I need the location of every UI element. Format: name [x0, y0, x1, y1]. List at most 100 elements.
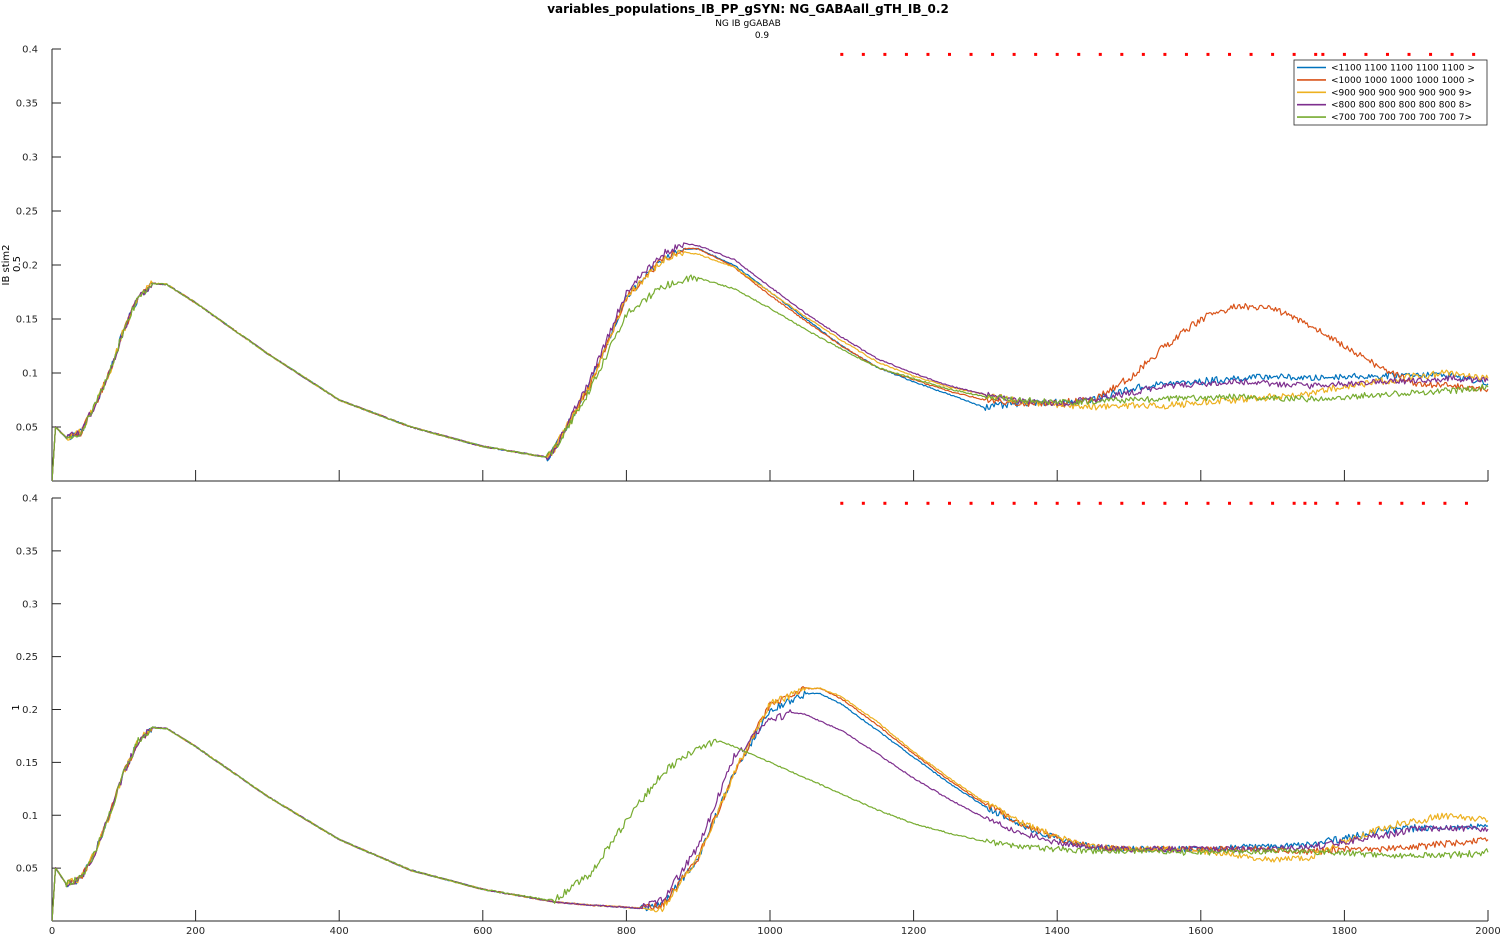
x-tick-label: 200: [186, 926, 205, 937]
spike-marker: [991, 52, 995, 56]
spike-marker: [861, 501, 865, 505]
spike-marker: [1098, 501, 1102, 505]
spike-marker: [1012, 52, 1016, 56]
spike-marker: [1472, 52, 1476, 56]
spike-marker: [1292, 501, 1296, 505]
series-line-2: [52, 249, 1489, 481]
spike-marker: [840, 501, 844, 505]
bottom-panel: 0.05 0.1 0.15 0.2 0.25 0.3 0.35 0.4 0 200 400 600 80…: [11, 494, 1500, 938]
y-tick-label: 0.2: [22, 261, 38, 272]
spike-marker: [1055, 52, 1059, 56]
figure-title: variables_populations_IB_PP_gSYN: NG_GAB…: [547, 2, 949, 17]
spike-marker: [1141, 501, 1145, 505]
y-tick-label: 0.3: [22, 599, 38, 610]
series-line-4: [52, 726, 1489, 921]
spike-marker: [1098, 52, 1102, 56]
spike-marker: [904, 501, 908, 505]
spike-marker: [1314, 52, 1318, 56]
spike-marker: [1184, 501, 1188, 505]
y-tick-label: 0.35: [16, 99, 38, 110]
spike-marker: [948, 52, 951, 56]
series-line-0: [52, 247, 1489, 481]
y-tick-label: 0.15: [16, 315, 38, 326]
y-tick-label: 0.35: [16, 546, 38, 557]
y-tick-label: 0.1: [22, 811, 38, 822]
spike-marker: [1206, 501, 1210, 505]
spike-marker: [1400, 501, 1404, 505]
series-group: [52, 242, 1489, 481]
spike-marker: [1034, 52, 1038, 56]
spike-marker: [1321, 52, 1325, 56]
x-tick-label: 1800: [1332, 926, 1357, 937]
spike-marker: [1335, 501, 1339, 505]
spike-marker: [861, 52, 865, 56]
x-tick-label: 400: [330, 926, 349, 937]
series-line-1: [52, 685, 1489, 921]
spike-marker: [904, 52, 908, 56]
series-line-0: [52, 690, 1489, 921]
legend-entry-label: <900 900 900 900 900 900 9>: [1331, 88, 1472, 98]
y-axis-label-line2: 1: [11, 704, 22, 710]
top-panel: 0.05 0.1 0.15 0.2 0.25 0.3 0.35 0.4 IB stim2 0.5 <…: [1, 45, 1489, 482]
spike-marker: [1464, 501, 1468, 505]
spike-marker: [1303, 501, 1307, 505]
spike-marker: [948, 501, 951, 505]
legend-entry-label: <700 700 700 700 700 700 7>: [1331, 113, 1472, 123]
y-tick-label: 0.25: [16, 652, 38, 663]
spike-marker: [1120, 501, 1124, 505]
series-line-1: [52, 247, 1489, 481]
x-tick-label: 1200: [901, 926, 926, 937]
spike-marker: [1342, 52, 1346, 56]
spike-marker: [883, 52, 887, 56]
spike-marker: [1228, 501, 1232, 505]
spike-marker: [1228, 52, 1232, 56]
legend: <1100 1100 1100 1100 1100 > <1000 1000 10…: [1293, 59, 1488, 126]
spike-marker: [883, 501, 887, 505]
y-tick-label: 0.05: [16, 423, 38, 434]
spike-marker: [991, 501, 995, 505]
spike-marker: [1184, 52, 1188, 56]
y-tick-label: 0.15: [16, 758, 38, 769]
spike-marker: [1443, 501, 1447, 505]
x-tick-label: 2000: [1475, 926, 1500, 937]
spike-marker: [1421, 501, 1425, 505]
spike-marker: [969, 501, 973, 505]
series-line-4: [52, 274, 1489, 481]
legend-entry-label: <800 800 800 800 800 800 8>: [1331, 101, 1472, 111]
figure-subtitle-line1: NG IB gGABAB: [715, 19, 781, 29]
spike-marker: [1249, 501, 1253, 505]
y-axis-label-line2: 0.5: [12, 256, 23, 272]
spike-marker: [1055, 501, 1059, 505]
spike-marker: [1077, 501, 1081, 505]
spike-marker: [1314, 501, 1318, 505]
series-line-3: [52, 242, 1489, 481]
y-tick-label: 0.25: [16, 207, 38, 218]
spike-marker: [840, 52, 844, 56]
spike-marker: [1249, 52, 1253, 56]
spike-marker: [1271, 52, 1275, 56]
series-group: [52, 685, 1489, 921]
spike-marker: [1206, 52, 1210, 56]
spike-marker: [1378, 501, 1382, 505]
legend-box: [1293, 59, 1488, 126]
series-line-3: [52, 709, 1489, 921]
spike-marker: [1034, 501, 1038, 505]
legend-entry-label: <1100 1100 1100 1100 1100 >: [1331, 64, 1475, 74]
spike-marker: [1450, 52, 1454, 56]
y-tick-label: 0.3: [22, 153, 38, 164]
series-line-2: [52, 686, 1489, 921]
spike-marker: [1407, 52, 1411, 56]
spike-marker: [1364, 52, 1368, 56]
x-tick-label: 600: [473, 926, 492, 937]
legend-entry-label: <1000 1000 1000 1000 1000 >: [1331, 76, 1475, 86]
spike-marker: [1357, 501, 1361, 505]
figure-subtitle-line2: 0.9: [755, 31, 770, 41]
x-tick-label: 1000: [757, 926, 782, 937]
y-axis-label-line1: IB stim2: [1, 244, 12, 285]
spike-marker: [1077, 52, 1081, 56]
y-tick-label: 0.1: [22, 369, 38, 380]
spike-marker: [1385, 52, 1389, 56]
x-tick-label: 800: [617, 926, 636, 937]
spike-marker: [1429, 52, 1433, 56]
